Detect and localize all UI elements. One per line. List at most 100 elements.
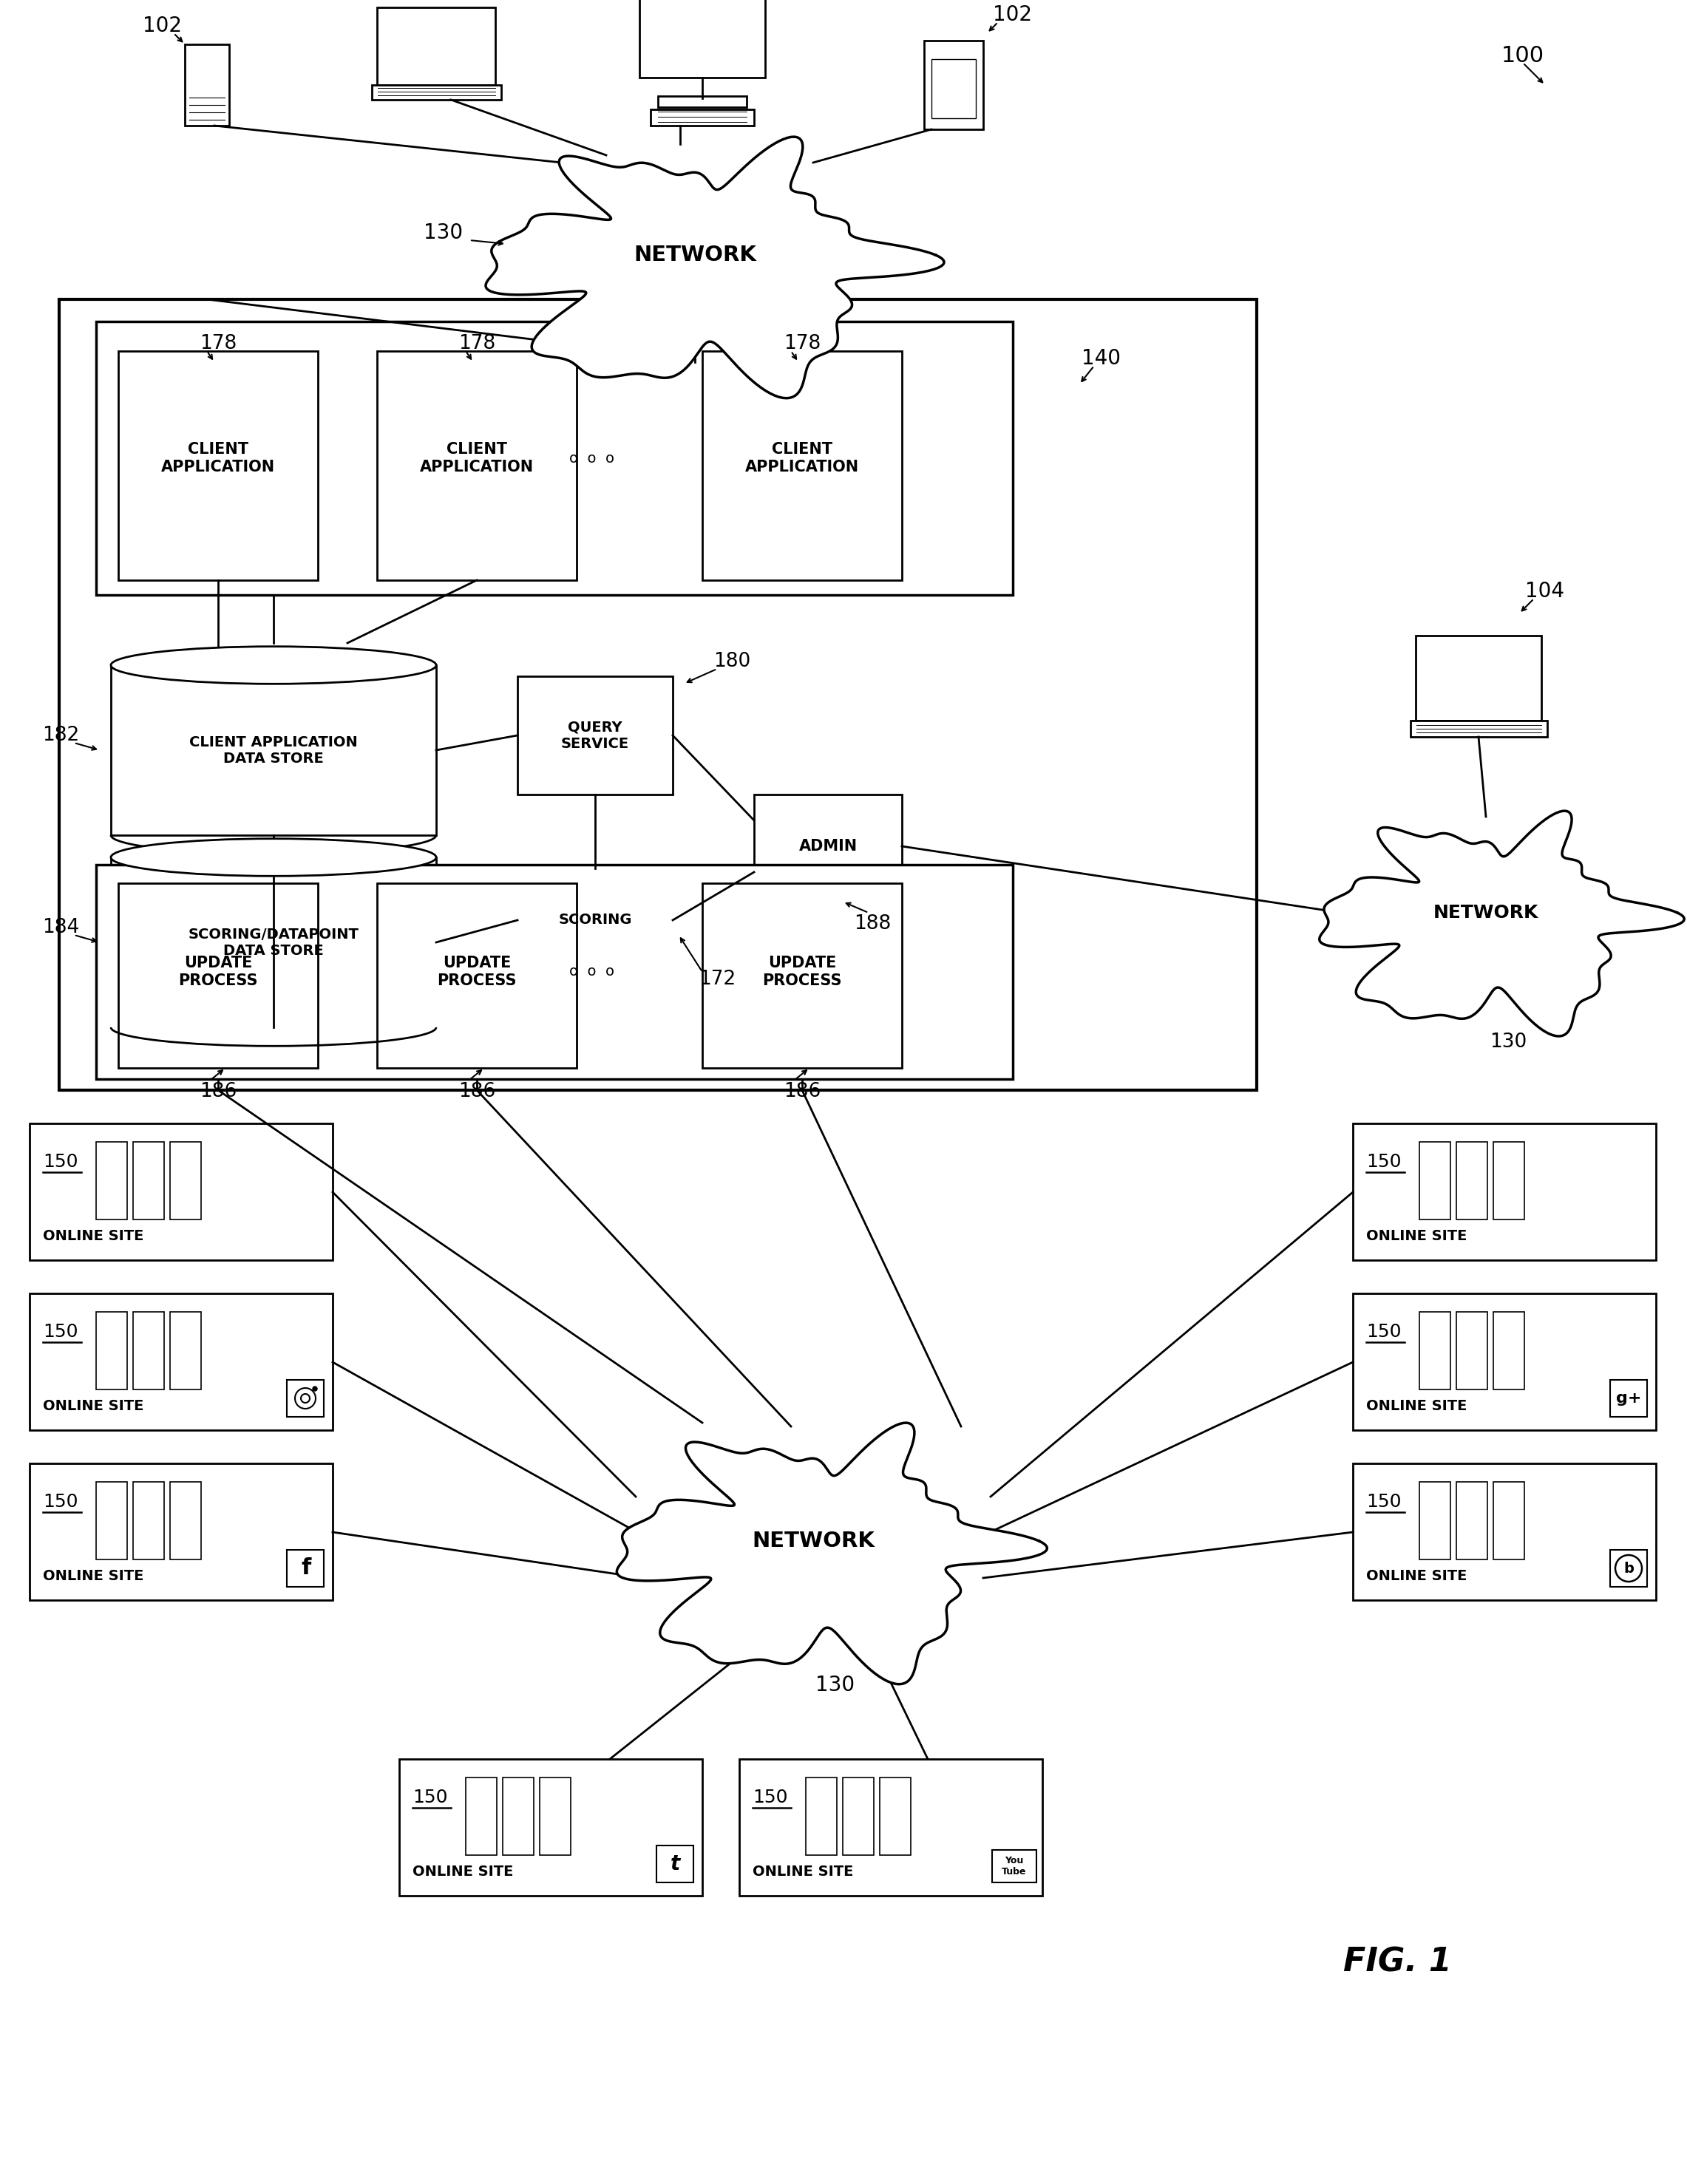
Text: ONLINE SITE: ONLINE SITE: [1366, 1570, 1468, 1583]
Bar: [170, 1483, 201, 1559]
Bar: [1419, 1313, 1451, 1389]
Polygon shape: [1319, 810, 1684, 1035]
Text: f: f: [302, 1557, 310, 1579]
Text: SCORING: SCORING: [558, 913, 633, 928]
Bar: [651, 109, 754, 127]
Text: ONLINE SITE: ONLINE SITE: [1366, 1230, 1468, 1243]
Bar: [400, 1758, 702, 1896]
Text: ONLINE SITE: ONLINE SITE: [413, 1865, 513, 1878]
Bar: [1609, 1551, 1647, 1588]
Bar: [376, 882, 577, 1068]
Polygon shape: [486, 138, 945, 397]
Bar: [96, 865, 1012, 1079]
Bar: [111, 858, 437, 1026]
Bar: [1415, 636, 1542, 721]
Text: 178: 178: [783, 334, 820, 354]
Bar: [1609, 1380, 1647, 1417]
Bar: [1410, 721, 1547, 736]
Bar: [96, 1142, 127, 1219]
Text: UPDATE
PROCESS: UPDATE PROCESS: [763, 957, 842, 987]
Text: QUERY
SERVICE: QUERY SERVICE: [562, 721, 629, 751]
Bar: [1456, 1313, 1488, 1389]
Text: 178: 178: [459, 334, 496, 354]
Bar: [186, 44, 229, 127]
Bar: [30, 1293, 332, 1431]
Bar: [170, 1313, 201, 1389]
Circle shape: [312, 1387, 317, 1391]
Bar: [287, 1551, 324, 1588]
Bar: [170, 1142, 201, 1219]
Text: ONLINE SITE: ONLINE SITE: [42, 1570, 143, 1583]
Text: 150: 150: [1366, 1153, 1402, 1171]
Bar: [96, 321, 1012, 594]
Bar: [754, 795, 903, 898]
Bar: [739, 1758, 1043, 1896]
Text: NETWORK: NETWORK: [634, 245, 756, 264]
Bar: [992, 1850, 1036, 1883]
Bar: [118, 882, 317, 1068]
Text: CLIENT
APPLICATION: CLIENT APPLICATION: [420, 443, 533, 474]
Bar: [371, 85, 501, 100]
Ellipse shape: [111, 839, 437, 876]
Bar: [133, 1313, 164, 1389]
Text: UPDATE
PROCESS: UPDATE PROCESS: [179, 957, 258, 987]
Bar: [656, 1845, 693, 1883]
Bar: [924, 41, 984, 129]
Text: 104: 104: [1525, 581, 1564, 601]
Bar: [118, 352, 317, 581]
Text: 178: 178: [199, 334, 236, 354]
Bar: [1493, 1483, 1525, 1559]
Text: CLIENT
APPLICATION: CLIENT APPLICATION: [746, 443, 859, 474]
Bar: [503, 1778, 533, 1854]
Text: ONLINE SITE: ONLINE SITE: [1366, 1400, 1468, 1413]
Text: 150: 150: [752, 1789, 788, 1806]
Ellipse shape: [111, 646, 437, 684]
Bar: [1493, 1313, 1525, 1389]
Text: ONLINE SITE: ONLINE SITE: [42, 1230, 143, 1243]
Bar: [658, 96, 747, 107]
Text: 150: 150: [1366, 1324, 1402, 1341]
Bar: [96, 1313, 127, 1389]
Bar: [806, 1778, 837, 1854]
Text: 100: 100: [1501, 44, 1544, 66]
Bar: [879, 1778, 911, 1854]
Text: g+: g+: [1616, 1391, 1641, 1406]
Bar: [1456, 1142, 1488, 1219]
Text: 180: 180: [714, 651, 751, 670]
Text: 186: 186: [199, 1081, 236, 1101]
Text: 150: 150: [42, 1494, 78, 1511]
Text: UPDATE
PROCESS: UPDATE PROCESS: [437, 957, 516, 987]
Text: ONLINE SITE: ONLINE SITE: [42, 1400, 143, 1413]
Text: NETWORK: NETWORK: [752, 1531, 874, 1551]
Bar: [1353, 1463, 1657, 1601]
Text: 150: 150: [1366, 1494, 1402, 1511]
Text: 186: 186: [459, 1081, 496, 1101]
Bar: [1353, 1123, 1657, 1260]
Text: 188: 188: [854, 915, 891, 933]
Polygon shape: [617, 1422, 1048, 1684]
Text: 184: 184: [42, 917, 79, 937]
Text: 130: 130: [423, 223, 464, 242]
Text: 102: 102: [994, 4, 1032, 26]
Text: 150: 150: [42, 1324, 78, 1341]
Text: 172: 172: [698, 970, 736, 989]
Text: CLIENT
APPLICATION: CLIENT APPLICATION: [162, 443, 275, 474]
Bar: [1419, 1483, 1451, 1559]
Text: ADMIN: ADMIN: [798, 839, 857, 854]
Bar: [518, 677, 673, 795]
Bar: [30, 1463, 332, 1601]
Text: ONLINE SITE: ONLINE SITE: [752, 1865, 854, 1878]
Bar: [30, 1123, 332, 1260]
Text: o  o  o: o o o: [569, 452, 614, 465]
Bar: [287, 1380, 324, 1417]
Text: o  o  o: o o o: [569, 965, 614, 978]
Bar: [96, 1483, 127, 1559]
Bar: [702, 352, 903, 581]
Bar: [133, 1483, 164, 1559]
Text: b: b: [1623, 1562, 1633, 1575]
Bar: [1456, 1483, 1488, 1559]
Bar: [518, 869, 673, 972]
Bar: [466, 1778, 496, 1854]
Text: 130: 130: [817, 1675, 855, 1695]
Bar: [59, 299, 1257, 1090]
